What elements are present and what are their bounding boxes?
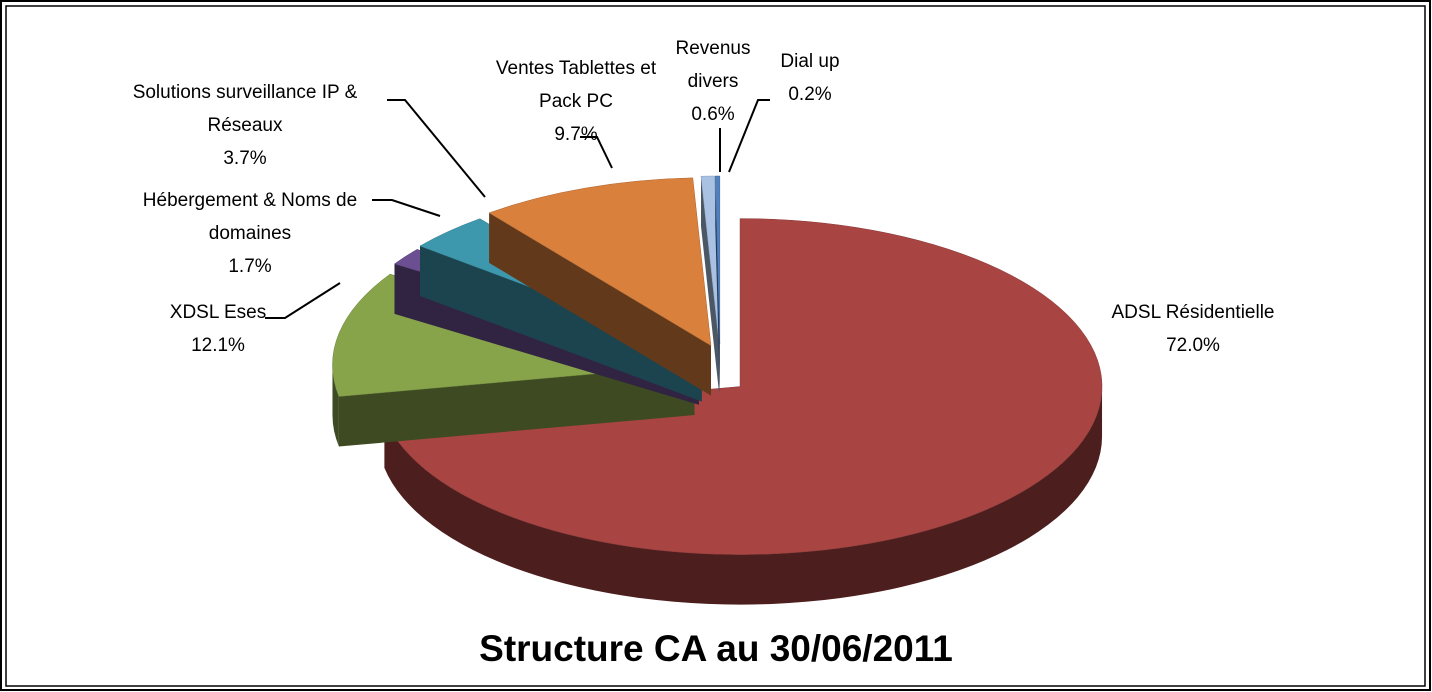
slice-cut-face <box>489 212 711 396</box>
slice-top <box>384 218 1103 555</box>
data-label: XDSL Eses 12.1% <box>150 296 286 362</box>
data-label: Solutions surveillance IP & Réseaux 3.7% <box>100 76 390 175</box>
category-name: Revenus divers <box>675 38 751 92</box>
category-name: Ventes Tablettes et Pack PC <box>495 58 657 112</box>
value-label: 9.7% <box>554 124 598 145</box>
value-label: 1.7% <box>228 256 272 277</box>
leader-line <box>580 136 613 169</box>
value-label: 12.1% <box>191 335 245 356</box>
data-label: ADSL Résidentielle 72.0% <box>1098 296 1288 362</box>
value-label: 0.6% <box>691 104 735 125</box>
slice <box>715 175 721 395</box>
value-label: 72.0% <box>1166 335 1220 356</box>
slice-side <box>384 386 1103 605</box>
category-name: Dial up <box>780 51 840 72</box>
slice-top <box>715 175 721 345</box>
value-label: 0.2% <box>788 84 832 105</box>
leader-lines <box>265 99 770 319</box>
category-name: ADSL Résidentielle <box>1111 302 1275 323</box>
slice-top <box>700 175 720 345</box>
category-name: XDSL Eses <box>169 302 267 323</box>
leader-line <box>387 99 486 198</box>
inner-border <box>5 5 1426 687</box>
leader-line <box>265 282 341 319</box>
pie <box>332 175 1103 605</box>
data-label: Hébergement & Noms de domaines 1.7% <box>112 184 388 283</box>
data-label: Revenus divers 0.6% <box>668 32 758 131</box>
slice-cut-face <box>419 245 702 402</box>
slice-side <box>332 365 339 447</box>
slice-cut-face <box>700 176 720 395</box>
category-name: Hébergement & Noms de domaines <box>142 190 358 244</box>
leader-line <box>728 99 770 173</box>
slice-top <box>488 177 712 347</box>
leader-line <box>372 199 441 217</box>
category-name: Solutions surveillance IP & Réseaux <box>132 82 358 136</box>
data-label: Ventes Tablettes et Pack PC 9.7% <box>476 52 676 151</box>
value-label: 3.7% <box>223 148 267 169</box>
slice <box>488 177 712 396</box>
chart-title: Structure CA au 30/06/2011 <box>479 628 953 669</box>
slice-cut-face <box>715 176 720 395</box>
data-label: Dial up 0.2% <box>762 45 858 111</box>
